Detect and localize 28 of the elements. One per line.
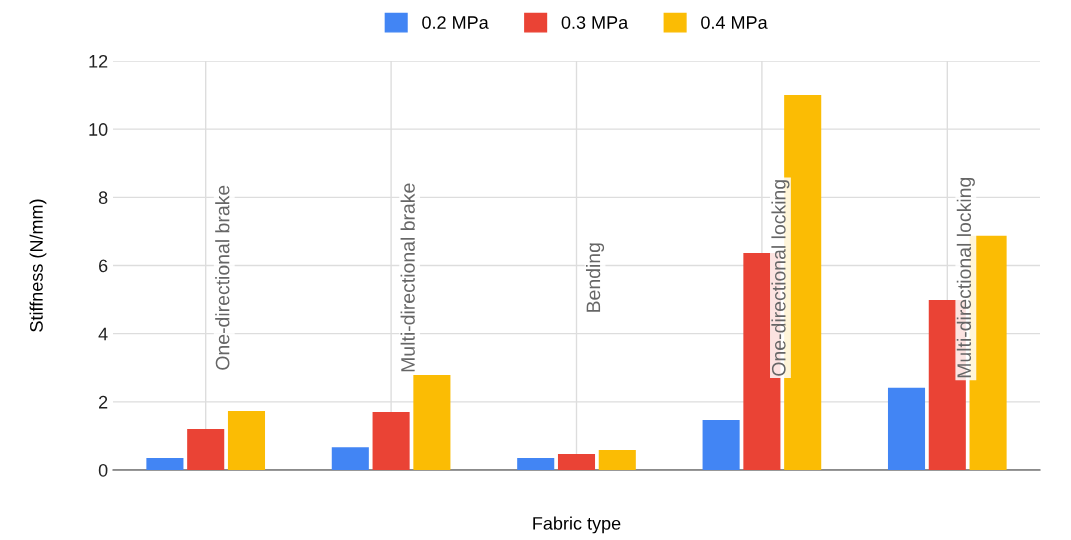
y-tick-label: 2 — [99, 395, 108, 409]
legend-label: 0.2 MPa — [422, 16, 489, 29]
y-tick-label: 10 — [89, 123, 108, 136]
bar — [887, 387, 926, 470]
y-tick-label: 12 — [89, 54, 108, 68]
y-tick-label: 8 — [98, 191, 108, 205]
bar — [598, 449, 636, 470]
bar — [517, 458, 555, 470]
x-tick-label: Multi-directional brake — [400, 183, 415, 372]
y-tick-label: 4 — [98, 327, 108, 341]
y-tick-label: 6 — [99, 259, 108, 273]
legend-label: 0.3 MPa — [561, 16, 629, 29]
bar — [227, 411, 266, 470]
bar — [372, 412, 410, 470]
bar — [187, 429, 225, 470]
bar — [702, 419, 740, 470]
x-axis-title: Fabric type — [533, 516, 621, 534]
bar — [146, 458, 184, 470]
x-tick-label: One-directional locking — [771, 180, 790, 376]
y-tick-label: 0 — [98, 463, 108, 477]
bar — [413, 374, 451, 470]
legend-label: 0.4 MPa — [701, 16, 768, 29]
x-tick-label: Multi-directional locking — [956, 177, 975, 378]
x-tick-label: Bending — [585, 243, 605, 312]
y-axis-title: Stiffness (N/mm) — [29, 199, 47, 332]
bar — [331, 447, 369, 470]
bar — [557, 453, 596, 470]
x-tick-label: One-directional brake — [215, 185, 230, 370]
